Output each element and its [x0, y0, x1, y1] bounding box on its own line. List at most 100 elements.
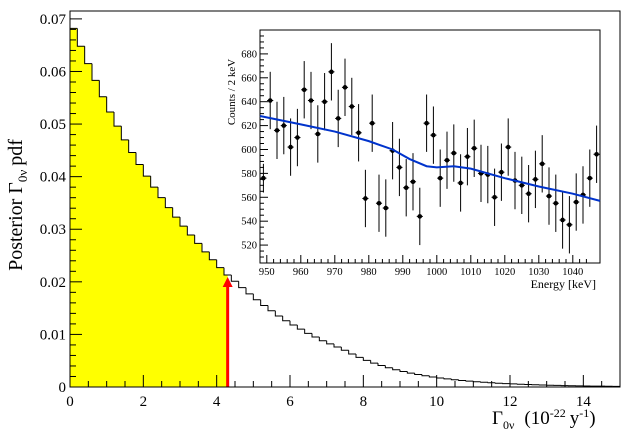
- inset-y-axis-label: Counts / 2 keV: [226, 59, 238, 125]
- inset-y-tick-label: 620: [241, 121, 257, 132]
- histogram-bin: [355, 353, 364, 358]
- histogram-bin: [450, 378, 459, 381]
- inset-data-point: [533, 177, 538, 182]
- limit-arrow-head: [222, 276, 233, 287]
- main-x-tick-label: 4: [213, 394, 221, 410]
- inset-data-point: [499, 169, 504, 175]
- inset-data-point: [329, 69, 334, 75]
- histogram-bin: [216, 259, 224, 269]
- histogram-bin: [172, 207, 180, 218]
- inset-x-tick-label: 990: [395, 267, 411, 278]
- inset-x-tick-label: 960: [293, 267, 309, 278]
- histogram-bin: [91, 63, 100, 81]
- histogram-bin: [296, 324, 305, 330]
- histogram-bin: [267, 305, 276, 312]
- inset-data-point: [356, 130, 361, 136]
- histogram-bin: [480, 381, 488, 383]
- main-y-tick-label: 0.02: [40, 275, 66, 291]
- main-x-tick-label: 8: [360, 394, 368, 410]
- main-x-axis-label-exp2: -1: [579, 406, 589, 420]
- histogram-bin: [414, 373, 422, 376]
- histogram-bin: [274, 310, 283, 317]
- inset-plot-frame: [259, 29, 601, 264]
- inset-y-tick-label: 640: [241, 97, 257, 108]
- inset-y-tick-label: 580: [241, 169, 257, 180]
- main-y-tick-label: 0.05: [40, 117, 66, 133]
- main-x-axis-label-subscript: 0ν: [503, 418, 515, 432]
- inset-fit-curve: [259, 115, 601, 202]
- histogram-bin: [377, 363, 386, 367]
- histogram-bin: [260, 299, 268, 306]
- inset-x-tick-label: 1040: [562, 267, 583, 278]
- inset-data-point: [397, 165, 402, 170]
- inset-data-point: [505, 144, 511, 150]
- inset-x-tick-label: 950: [259, 267, 275, 278]
- main-x-axis-label-unit: (10: [524, 408, 549, 429]
- inset-data-point: [444, 157, 450, 163]
- histogram-bin: [311, 333, 320, 338]
- histogram-bin: [399, 369, 408, 372]
- inset-data-point: [322, 99, 327, 104]
- histogram-bin: [186, 226, 195, 236]
- inset-x-axis-label: Energy [keV]: [531, 277, 596, 291]
- inset-energy-spectrum-plot: 950 960 970 980 990 1000 1010 1020 1030 1040 520 54…: [241, 29, 601, 278]
- histogram-bin: [98, 80, 107, 98]
- inset-data-point: [465, 154, 470, 159]
- histogram-bin: [113, 111, 122, 127]
- inset-x-tick-label: 970: [327, 267, 343, 278]
- histogram-bin: [436, 376, 444, 379]
- histogram-bin: [223, 267, 232, 276]
- main-y-tick-label: 0.01: [40, 327, 66, 343]
- inset-data-point: [546, 193, 552, 199]
- main-y-tick-label: 0.07: [40, 12, 67, 28]
- inset-data-point: [587, 175, 593, 181]
- inset-x-tick-label: 980: [361, 267, 377, 278]
- histogram-bin: [76, 28, 85, 47]
- histogram-bin: [392, 367, 400, 371]
- inset-data-point: [553, 200, 559, 206]
- histogram-bin: [326, 340, 334, 345]
- histogram-bin: [238, 281, 246, 289]
- main-x-axis-label-unit-mid: y: [570, 408, 580, 429]
- histogram-bin: [428, 375, 437, 378]
- histogram-bin: [135, 152, 144, 166]
- histogram-bin: [333, 343, 342, 348]
- main-x-tick-label: 2: [140, 394, 148, 410]
- histogram-bin: [465, 380, 474, 382]
- main-x-tick-label: 0: [66, 394, 74, 410]
- histogram-bin: [340, 347, 349, 351]
- main-x-tick-label: 6: [286, 394, 294, 410]
- inset-data-point: [424, 120, 429, 126]
- inset-data-point: [594, 151, 599, 157]
- main-x-tick-label: 14: [576, 394, 592, 410]
- inset-data-point: [383, 205, 389, 211]
- inset-data-point: [519, 183, 525, 188]
- inset-data-point: [274, 128, 280, 133]
- main-y-tick-label: 0.03: [40, 222, 66, 238]
- inset-data-point: [573, 199, 579, 205]
- histogram-bin: [384, 365, 393, 369]
- inset-x-tick-label: 1010: [460, 267, 481, 278]
- inset-data-point: [315, 131, 321, 137]
- inset-data-point: [376, 200, 382, 206]
- main-posterior-plot: 0 2 4 6 8 10 12 14 0 0.01 0.02 0.03 0.04 0.05 0.06 0.07: [40, 10, 621, 410]
- histogram-bin: [304, 329, 312, 334]
- histogram-bin: [201, 243, 210, 253]
- histogram-bin: [150, 176, 158, 188]
- main-x-tick-label: 10: [429, 394, 444, 410]
- inset-data-point: [288, 144, 293, 150]
- inset-data-point: [417, 214, 423, 219]
- histogram-bin: [282, 316, 290, 322]
- shaded-credible-region: [70, 28, 228, 387]
- inset-x-tick-label: 1030: [528, 267, 549, 278]
- main-x-axis-label-exp1: -22: [550, 406, 566, 420]
- histogram-bin: [106, 96, 114, 113]
- histogram-bin: [421, 374, 430, 377]
- histogram-bin: [157, 187, 166, 199]
- histogram-bin: [252, 293, 261, 301]
- inset-data-point: [560, 217, 565, 223]
- inset-data-point: [471, 145, 477, 151]
- histogram-bin: [128, 139, 136, 153]
- inset-data-point: [431, 132, 436, 138]
